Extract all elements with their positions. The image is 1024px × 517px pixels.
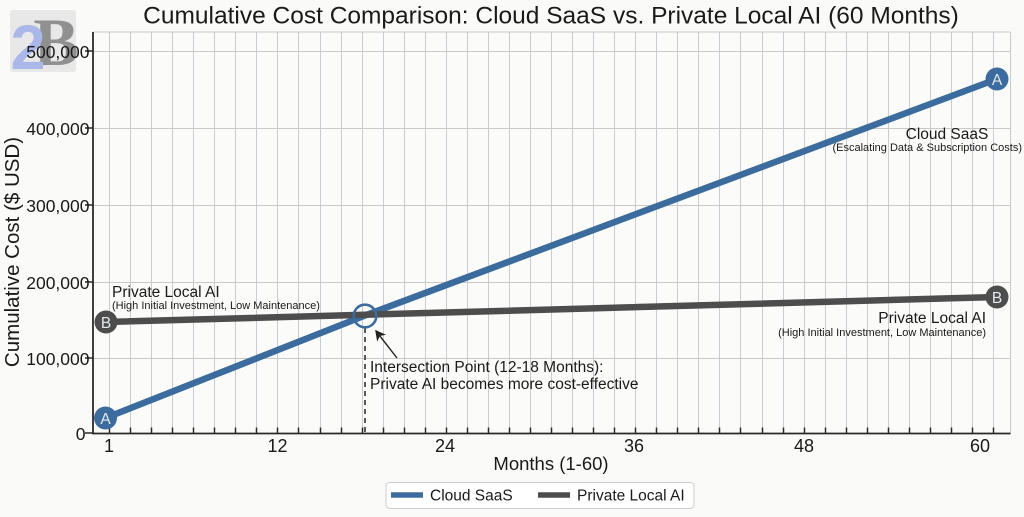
svg-text:200,000: 200,000 <box>26 273 90 293</box>
svg-text:Private Local AI: Private Local AI <box>112 284 220 301</box>
svg-text:Cloud SaaS: Cloud SaaS <box>430 488 513 505</box>
svg-text:300,000: 300,000 <box>26 196 90 216</box>
svg-text:(High Initial Investment, Low: (High Initial Investment, Low Maintenanc… <box>112 300 320 312</box>
svg-text:Cumulative Cost Comparison: Cl: Cumulative Cost Comparison: Cloud SaaS v… <box>143 3 959 30</box>
svg-text:0: 0 <box>76 424 86 444</box>
svg-text:Private Local AI: Private Local AI <box>878 310 986 327</box>
svg-text:400,000: 400,000 <box>26 119 90 139</box>
svg-text:A: A <box>100 411 111 428</box>
svg-text:500,000: 500,000 <box>26 42 90 62</box>
svg-text:100,000: 100,000 <box>26 349 90 369</box>
svg-text:Private AI becomes more cost-e: Private AI becomes more cost-effective <box>370 376 639 393</box>
svg-text:A: A <box>992 72 1003 89</box>
svg-text:60: 60 <box>970 436 990 456</box>
svg-text:Private Local AI: Private Local AI <box>577 488 685 505</box>
svg-text:Months (1-60): Months (1-60) <box>493 453 608 474</box>
svg-text:24: 24 <box>435 436 455 456</box>
svg-text:B: B <box>992 290 1002 307</box>
svg-text:(Escalating Data & Subscriptio: (Escalating Data & Subscription Costs) <box>832 142 1022 154</box>
svg-text:48: 48 <box>794 436 814 456</box>
svg-text:Cloud SaaS: Cloud SaaS <box>906 126 989 143</box>
svg-text:B: B <box>33 4 78 80</box>
svg-text:1: 1 <box>104 436 114 456</box>
svg-text:(High Initial Investment, Low: (High Initial Investment, Low Maintenanc… <box>778 327 986 339</box>
svg-text:12: 12 <box>267 436 287 456</box>
svg-text:2: 2 <box>10 13 45 83</box>
svg-text:B: B <box>101 315 111 332</box>
svg-text:Intersection Point (12-18 Mont: Intersection Point (12-18 Months): <box>370 359 603 376</box>
svg-text:Cumulative Cost ($ USD): Cumulative Cost ($ USD) <box>1 137 24 367</box>
svg-text:36: 36 <box>624 436 644 456</box>
